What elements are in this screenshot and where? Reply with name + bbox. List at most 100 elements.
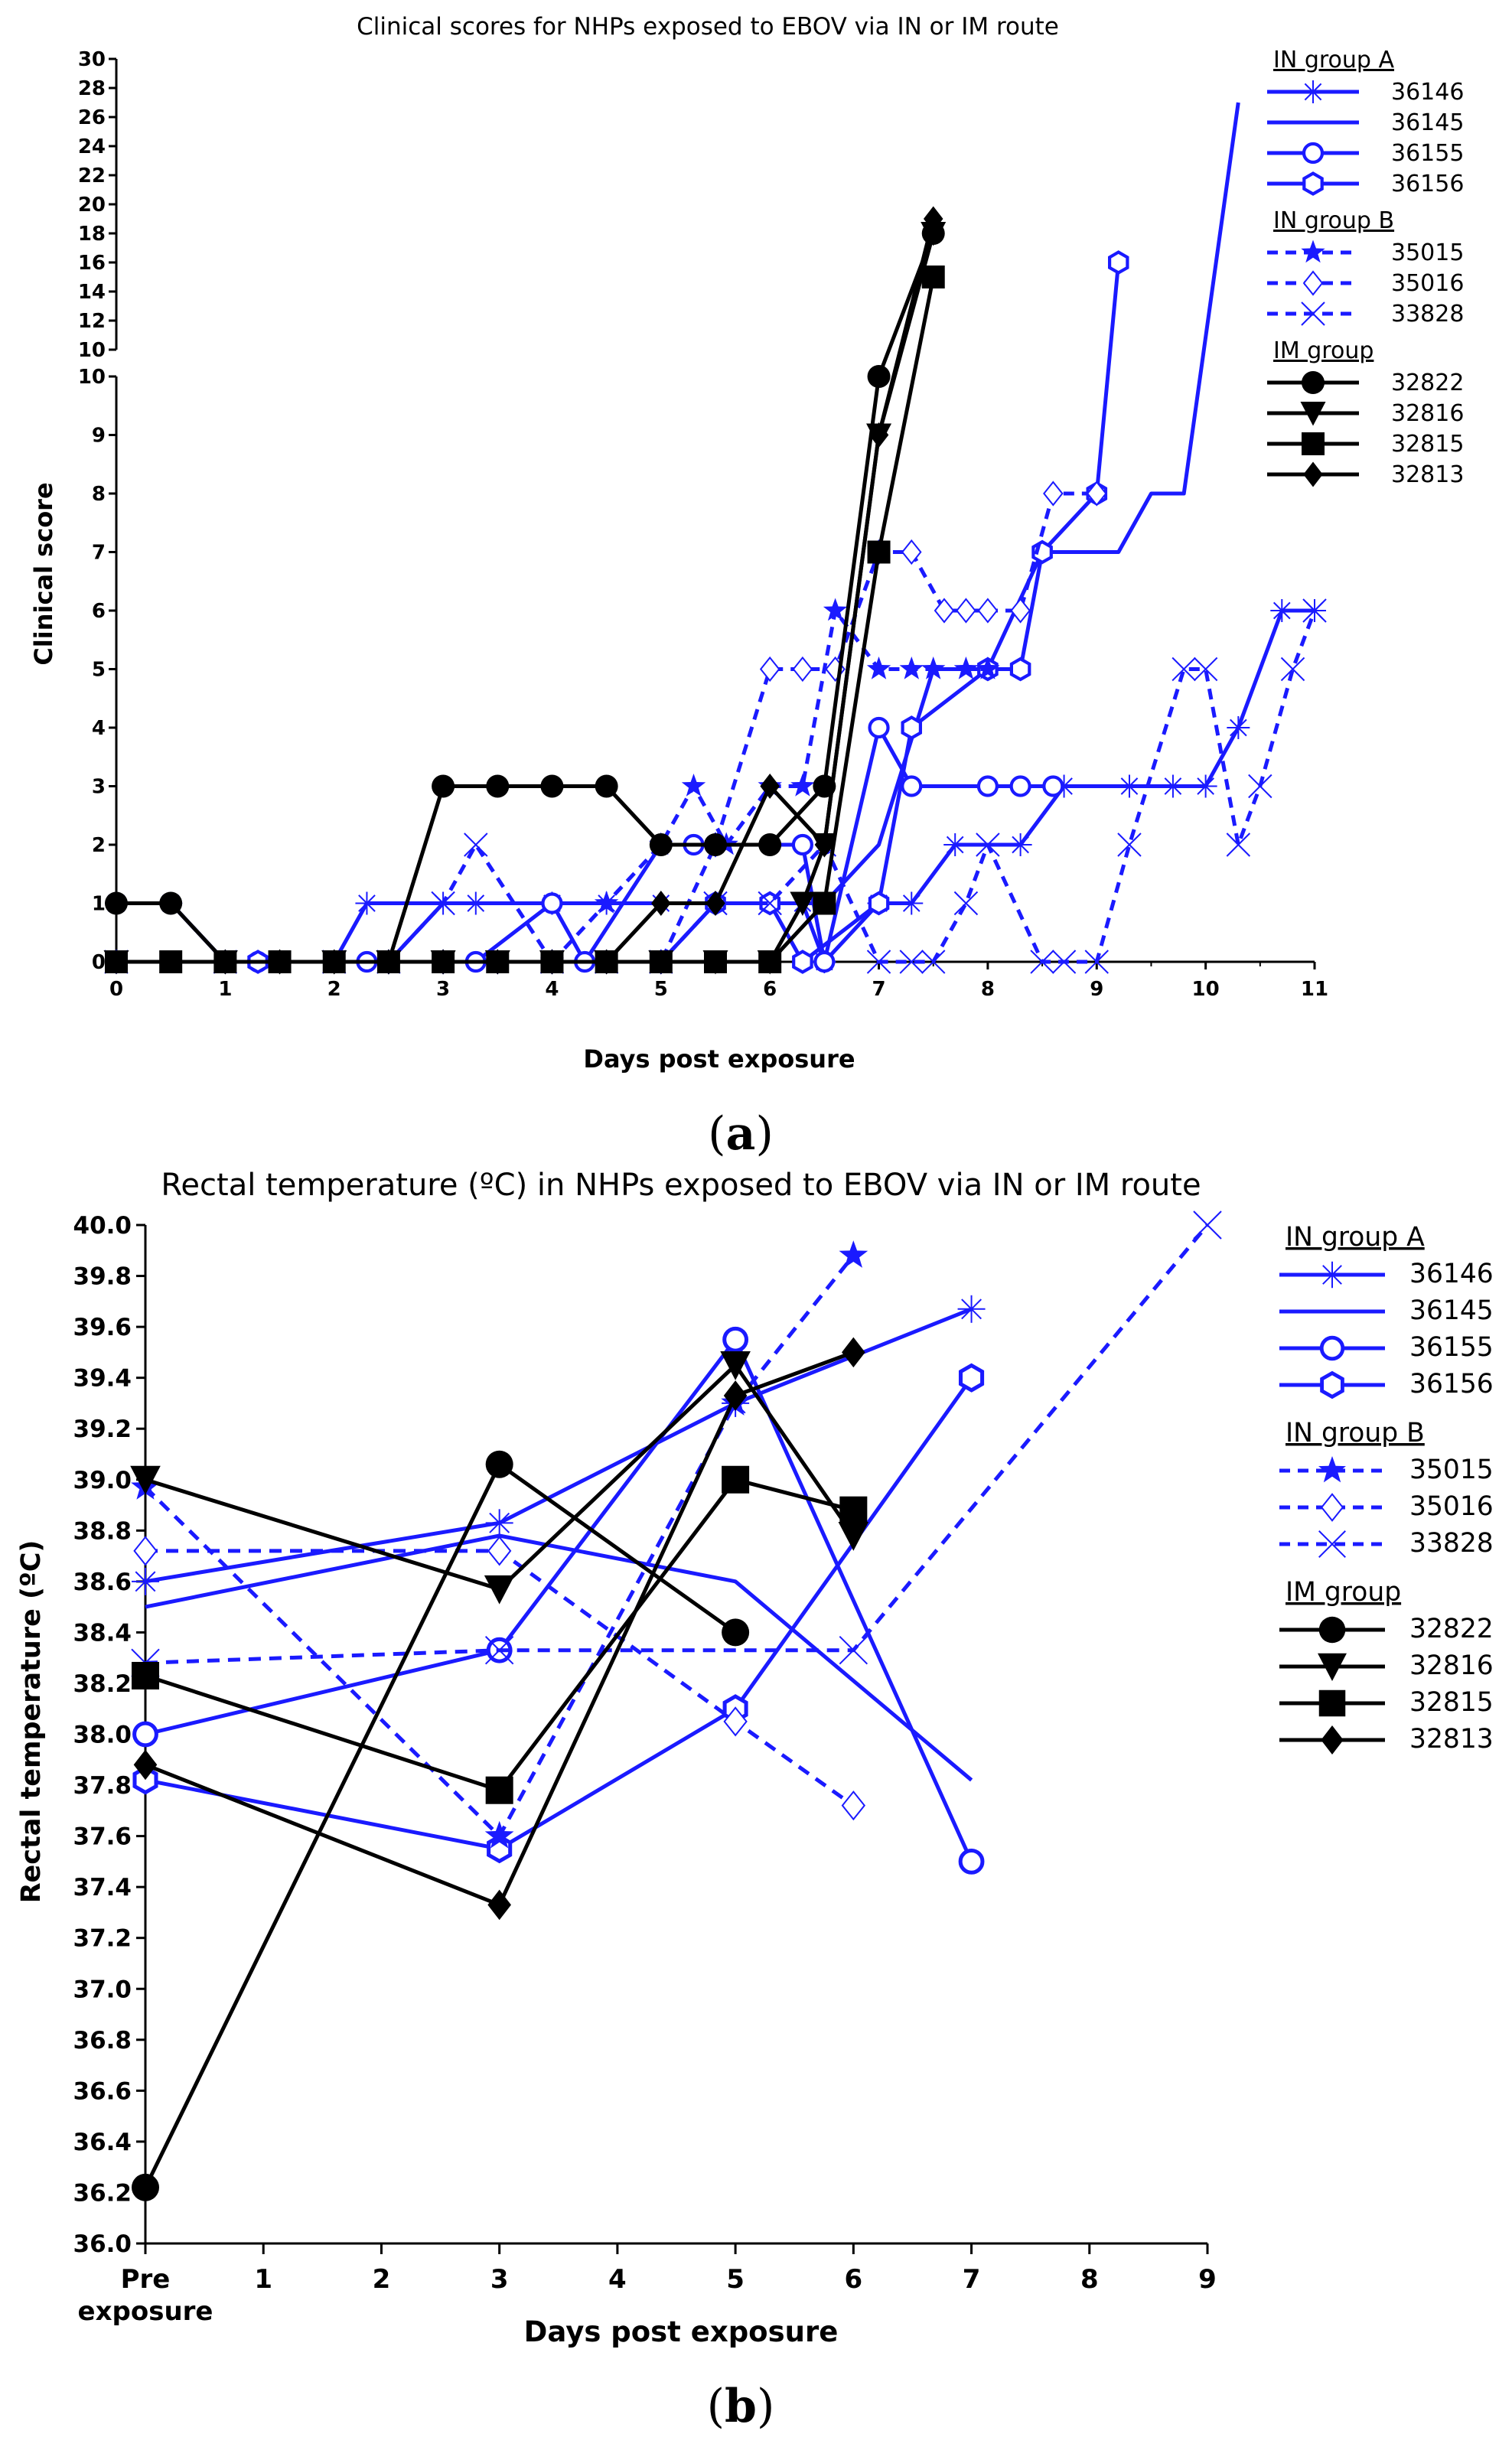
chart-a-y-tick-label: 1 bbox=[92, 893, 106, 916]
chart-a-point-36146 bbox=[900, 891, 924, 915]
chart-b-point-32815 bbox=[722, 1465, 750, 1494]
chart-a-line-33828 bbox=[116, 610, 1317, 964]
chart-a-point-33828 bbox=[464, 832, 488, 857]
chart-b-point-32822 bbox=[722, 1618, 750, 1647]
chart-b-y-tick-label: 38.6 bbox=[73, 1569, 132, 1596]
chart-a-point-32822 bbox=[704, 833, 727, 856]
chart-a-point-35016 bbox=[1086, 481, 1107, 507]
chart-a-legend-label-35015: 35015 bbox=[1391, 239, 1464, 266]
chart-a-y-tick-label: 28 bbox=[78, 77, 106, 100]
chart-a-y-tick-label: 8 bbox=[92, 483, 106, 506]
chart-a-point-36155 bbox=[813, 950, 836, 973]
chart-a-point-32822 bbox=[486, 774, 510, 798]
chart-a-y-tick-label: 10 bbox=[78, 366, 106, 389]
chart-a-legend-label-36146: 36146 bbox=[1391, 79, 1464, 106]
chart-b-point-35016 bbox=[841, 1790, 866, 1821]
chart-a-legend-label-36156: 36156 bbox=[1391, 171, 1464, 197]
chart-b-point-32816 bbox=[720, 1351, 751, 1380]
chart-b-x-tick-label: 8 bbox=[1080, 2264, 1099, 2295]
chart-a-point-33828 bbox=[899, 950, 924, 974]
chart-b-legend-marker-33828 bbox=[1318, 1530, 1346, 1558]
chart-a-point-32813 bbox=[269, 949, 290, 975]
chart-b-legend-marker-32822 bbox=[1318, 1616, 1346, 1644]
chart-a-series-36155 bbox=[214, 716, 1064, 973]
chart-a-point-35015 bbox=[953, 657, 979, 679]
chart-a-point-35015 bbox=[681, 774, 706, 797]
chart-a-point-35016 bbox=[759, 656, 780, 683]
chart-a-point-35016 bbox=[934, 598, 955, 624]
chart-b-x-tick-label: 2 bbox=[373, 2264, 391, 2295]
chart-b-point-35016 bbox=[723, 1706, 748, 1737]
chart-a-point-33828 bbox=[1051, 950, 1077, 974]
chart-a-point-33828 bbox=[1248, 774, 1272, 799]
chart-a-point-36146 bbox=[1117, 774, 1141, 798]
chart-b-point-32813 bbox=[133, 1749, 158, 1781]
chart-b-x-tick-label: 4 bbox=[608, 2264, 627, 2295]
chart-b-x-tick-label: 5 bbox=[726, 2264, 745, 2295]
chart-a-point-32813 bbox=[705, 891, 725, 916]
chart-a-y-tick-label: 22 bbox=[78, 165, 106, 187]
chart-b-point-36155 bbox=[958, 1848, 985, 1875]
chart-b-x-tick-label-line: 9 bbox=[1198, 2264, 1217, 2295]
chart-a-point-32822 bbox=[105, 891, 128, 915]
chart-b-y-tick-label: 37.2 bbox=[73, 1925, 132, 1953]
chart-b-legend-marker-36155 bbox=[1319, 1335, 1345, 1361]
chart-a-y-tick-label: 20 bbox=[78, 194, 106, 217]
caption-b-letter: b bbox=[725, 2380, 757, 2433]
chart-b-x-tick-label-line: 5 bbox=[726, 2264, 745, 2295]
caption-a: (a) bbox=[708, 1107, 774, 1161]
chart-b-legend-group-title: IM group bbox=[1286, 1577, 1401, 1608]
chart-b-legend-label-35016: 35016 bbox=[1409, 1491, 1494, 1522]
chart-a-legend-label-33828: 33828 bbox=[1391, 301, 1464, 327]
chart-a-point-36156 bbox=[868, 891, 890, 916]
chart-a-point-36155 bbox=[1009, 775, 1031, 797]
chart-b-line-32816 bbox=[145, 1363, 855, 1592]
chart-a-legend-group-title: IM group bbox=[1273, 337, 1374, 364]
chart-b-legend-marker-36146 bbox=[1318, 1261, 1346, 1289]
chart-b-point-36156 bbox=[132, 1765, 158, 1795]
caption-a-letter: a bbox=[726, 1107, 756, 1161]
chart-b-axes: Pre exposure 1 2 3 4 5 6 7 8 9 36.0 36.2 36.4 36.6 36.8… bbox=[73, 1212, 1217, 2327]
chart-b-line-35015 bbox=[144, 1254, 855, 1839]
chart-b-legend: IN group A 36146 36145 36155 36156 IN group B… bbox=[1279, 1222, 1494, 1755]
chart-b-point-32816 bbox=[130, 1465, 161, 1495]
chart-b-point-33828 bbox=[484, 1635, 514, 1665]
chart-b-legend-marker-32815 bbox=[1318, 1689, 1346, 1717]
chart-a-legend-label-36155: 36155 bbox=[1391, 140, 1464, 167]
chart-b-y-tick-label: 37.4 bbox=[73, 1874, 132, 1901]
chart-a-legend-group-title: IN group B bbox=[1273, 207, 1394, 234]
chart-b-y-tick-label: 40.0 bbox=[73, 1212, 132, 1240]
chart-a-x-tick-label: 4 bbox=[545, 978, 559, 1001]
chart-a-point-32813 bbox=[923, 206, 943, 232]
chart-b-line-32813 bbox=[145, 1351, 855, 1907]
chart-a-y-tick-label: 26 bbox=[78, 106, 106, 129]
chart-a-legend-label-35016: 35016 bbox=[1391, 270, 1464, 297]
chart-a-point-32813 bbox=[596, 949, 617, 975]
chart-b-legend-group-title: IN group A bbox=[1286, 1222, 1425, 1253]
chart-a-y-tick-label: 0 bbox=[92, 951, 106, 974]
chart-a-legend-marker-33828 bbox=[1301, 301, 1325, 326]
chart-a-y-tick-label: 18 bbox=[78, 223, 106, 246]
chart-b-point-35016 bbox=[133, 1536, 158, 1566]
chart-a-point-33828 bbox=[758, 891, 782, 916]
chart-a-point-33828 bbox=[921, 950, 946, 974]
chart-a-point-35015 bbox=[594, 891, 619, 914]
chart-a-point-32813 bbox=[542, 949, 562, 975]
chart-a-legend-group-title: IN group A bbox=[1273, 47, 1394, 73]
chart-a-point-36146 bbox=[355, 891, 379, 915]
chart-a-point-32822 bbox=[540, 774, 564, 798]
chart-a-series-36146 bbox=[105, 599, 1326, 973]
chart-b-y-tick-label: 36.8 bbox=[73, 2027, 132, 2054]
chart-a-line-36145 bbox=[116, 102, 1240, 964]
chart-b-point-36146 bbox=[485, 1509, 513, 1537]
chart-b-y-tick-label: 39.2 bbox=[73, 1416, 132, 1443]
chart-b-legend-label-36156: 36156 bbox=[1409, 1369, 1494, 1399]
chart-a-point-36156 bbox=[792, 950, 813, 974]
chart-a-legend-label-32822: 32822 bbox=[1391, 370, 1464, 396]
chart-b-line-32815 bbox=[145, 1478, 854, 1793]
chart-a-y-tick-label: 5 bbox=[92, 659, 106, 682]
chart-a-x-tick-label: 0 bbox=[109, 978, 123, 1001]
chart-a-point-36155 bbox=[1042, 775, 1064, 797]
chart-b-point-32822 bbox=[485, 1450, 513, 1478]
